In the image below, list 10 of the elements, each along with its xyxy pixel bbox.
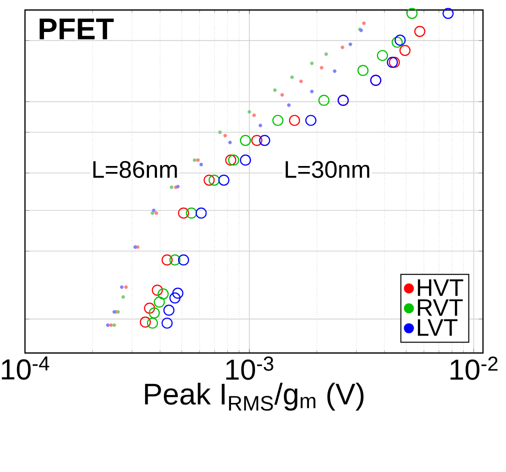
x-tick-label: 10$^{-3}$ bbox=[226, 356, 274, 380]
x-tick-label: 10$^{-2}$ bbox=[450, 356, 498, 380]
legend-label: LVT bbox=[418, 319, 458, 336]
x-axis-title: Peak I$_{RMS}$/g$_{m}$ (V) bbox=[145, 382, 364, 411]
chart-title: PFET bbox=[40, 18, 114, 40]
legend-label: RVT bbox=[418, 299, 463, 316]
x-tick-label: 10$^{-4}$ bbox=[2, 356, 50, 380]
legend-label: HVT bbox=[418, 279, 464, 296]
annotation: L=30nm bbox=[286, 161, 370, 178]
annotation: L=86nm bbox=[93, 161, 177, 178]
